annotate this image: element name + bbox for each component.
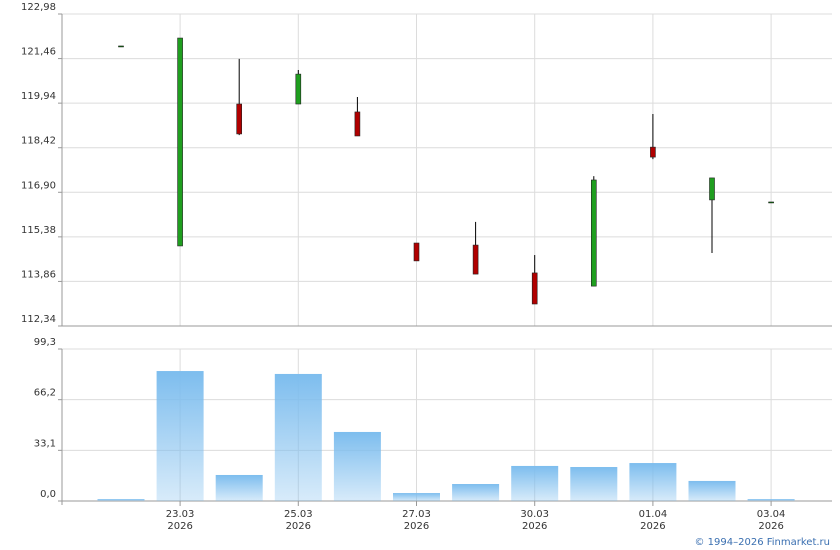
x-tick-year: 2026: [522, 521, 547, 532]
x-tick-label: 23.03: [166, 509, 195, 520]
y-tick-label: 115,38: [21, 225, 56, 236]
x-tick-label: 25.03: [284, 509, 313, 520]
y-tick-label: 99,3: [34, 337, 56, 348]
candle-body: [354, 111, 361, 137]
volume-bar: [688, 480, 736, 501]
x-tick-year: 2026: [758, 521, 783, 532]
y-tick-label: 0,0: [40, 489, 56, 500]
x-tick-year: 2026: [286, 521, 311, 532]
y-tick-label: 122,98: [21, 2, 56, 13]
volume-bar: [333, 431, 381, 501]
y-tick-label: 121,46: [21, 47, 56, 58]
volume-bar: [747, 499, 795, 501]
volume-bar: [393, 493, 440, 501]
candle-body: [118, 45, 124, 48]
x-tick-year: 2026: [167, 521, 192, 532]
volume-bar: [156, 371, 204, 501]
candle-body: [709, 177, 715, 201]
candle-body: [295, 73, 302, 105]
volume-bar: [570, 467, 618, 501]
volume-bar: [215, 474, 263, 501]
candle-body: [177, 37, 183, 247]
candle-body: [472, 244, 479, 275]
y-tick-label: 119,94: [21, 91, 56, 102]
candle-body: [768, 201, 774, 204]
candle-body: [413, 242, 420, 262]
candle-body: [531, 272, 538, 305]
candle-body: [650, 146, 656, 158]
x-tick-label: 27.03: [402, 509, 431, 520]
candle-body: [236, 103, 242, 135]
y-tick-label: 116,90: [21, 180, 56, 191]
x-tick-year: 2026: [640, 521, 665, 532]
x-tick-label: 30.03: [520, 509, 549, 520]
volume-bar: [511, 465, 559, 501]
x-tick-label: 03.04: [757, 509, 786, 520]
volume-bar: [452, 484, 500, 501]
candle-body: [590, 179, 597, 287]
y-tick-label: 33,1: [34, 438, 56, 449]
volume-bar: [97, 499, 145, 501]
volume-bar: [629, 463, 677, 501]
x-tick-year: 2026: [404, 521, 429, 532]
x-tick-label: 01.04: [639, 509, 668, 520]
y-tick-label: 112,34: [21, 314, 56, 325]
volume-bar: [274, 373, 322, 501]
y-tick-label: 113,86: [21, 269, 56, 280]
footer: © 1994–2026 Finmarket.ru: [694, 537, 830, 548]
y-tick-label: 118,42: [21, 136, 56, 147]
y-tick-label: 66,2: [34, 388, 56, 399]
